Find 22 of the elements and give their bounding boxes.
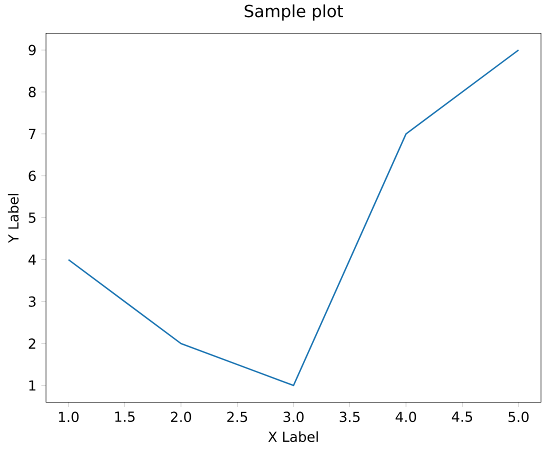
y-axis-title: Y Label	[8, 194, 19, 243]
x-tick-label: 3.5	[340, 412, 360, 422]
y-tick-label: 9	[28, 44, 36, 56]
y-tick-label: 6	[28, 170, 36, 181]
y-tick-label: 5	[28, 212, 36, 223]
chart-title: Sample plot	[244, 4, 343, 20]
x-tick-label: 1.0	[59, 412, 79, 422]
x-axis-title: X Label	[268, 431, 318, 442]
y-tick-label: 7	[28, 128, 36, 139]
x-tick-label: 3.0	[284, 412, 304, 422]
x-tick-label: 4.5	[452, 412, 472, 422]
x-tick-label: 4.0	[396, 412, 416, 422]
y-tick-label: 1	[29, 380, 36, 390]
x-tick-label: 2.5	[227, 412, 248, 422]
y-tick-label: 3	[28, 296, 36, 307]
x-tick-label: 1.5	[115, 412, 135, 422]
y-tick-label: 2	[28, 338, 36, 349]
y-tick-label: 8	[28, 86, 36, 98]
y-tick-label: 4	[28, 254, 36, 265]
x-tick-label: 2.0	[171, 412, 192, 422]
x-tick-label: 5.0	[508, 412, 529, 422]
line-series	[68, 49, 520, 386]
